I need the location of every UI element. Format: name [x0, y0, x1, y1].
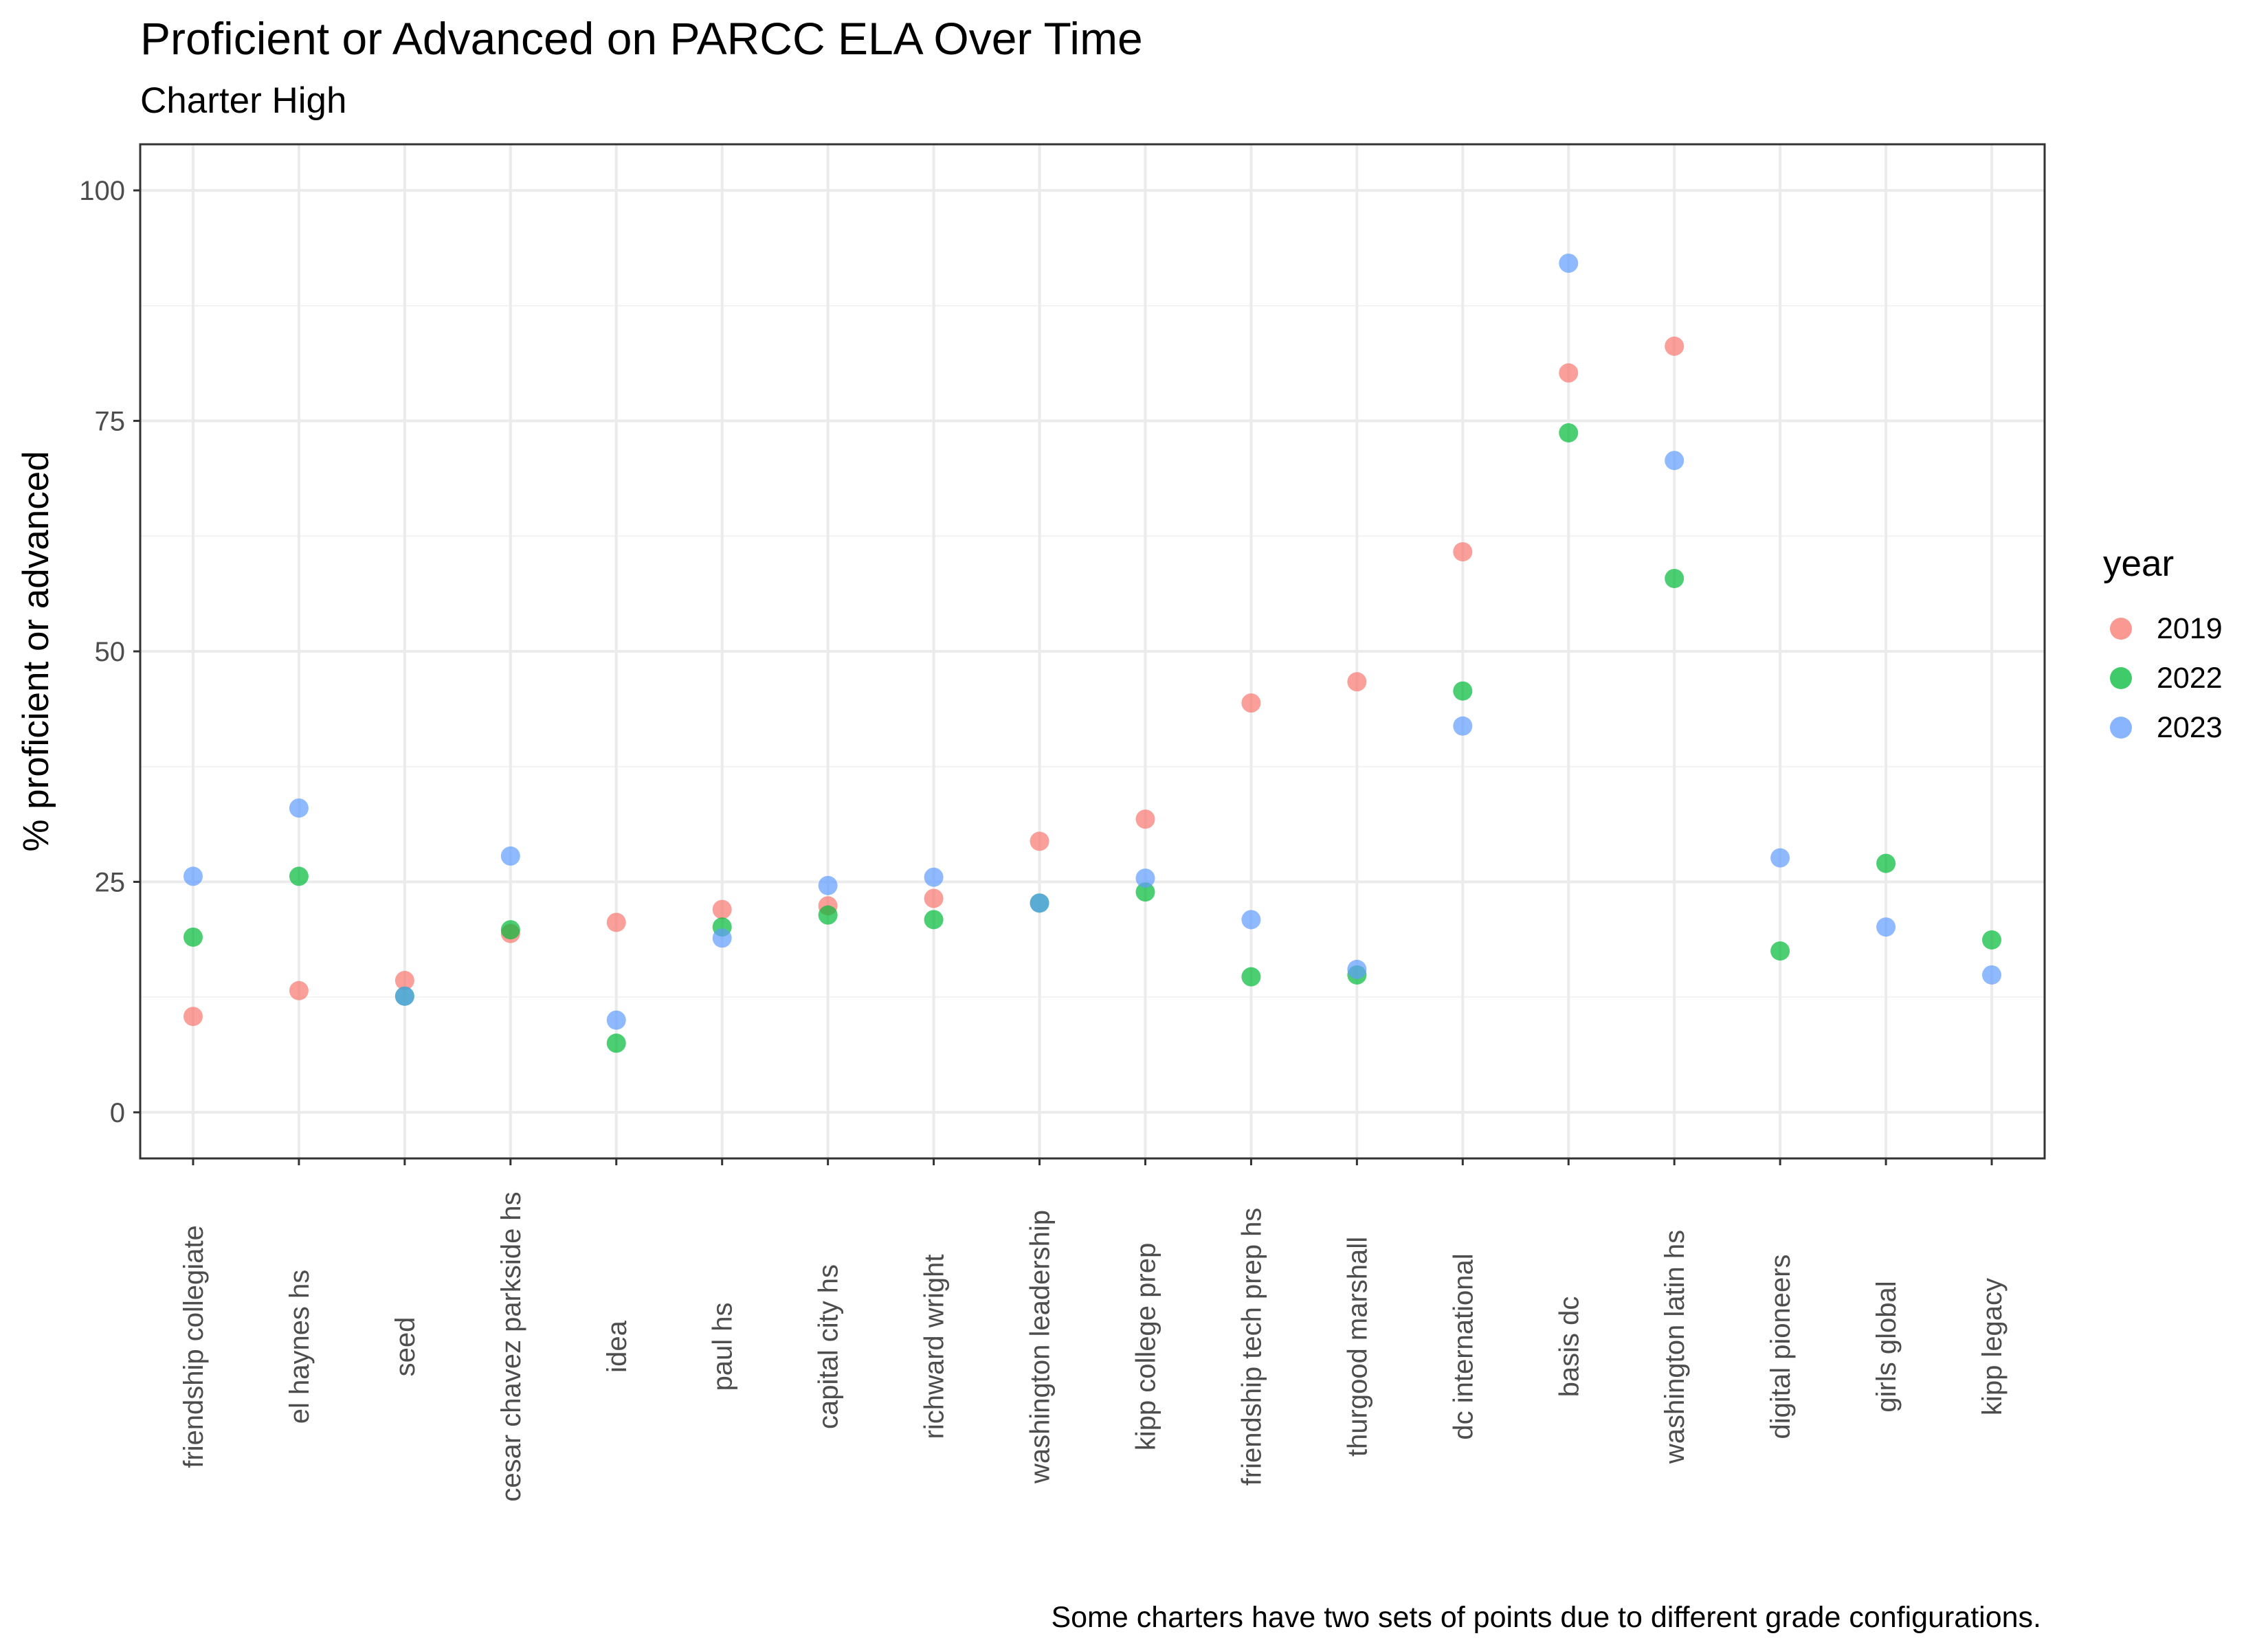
- x-tick-label: el haynes hs: [285, 1270, 315, 1424]
- x-tick-label: kipp college prep: [1131, 1243, 1161, 1450]
- data-point-2022: [1241, 967, 1261, 987]
- data-point-2023: [924, 867, 944, 887]
- legend-label-2019: 2019: [2157, 612, 2223, 645]
- data-point-2019: [924, 888, 944, 908]
- data-point-2022: [500, 920, 520, 940]
- x-tick-label: idea: [602, 1320, 632, 1372]
- legend-dot-2022: [2110, 667, 2132, 689]
- chart-subtitle: Charter High: [140, 80, 347, 121]
- y-tick-label: 0: [110, 1098, 125, 1128]
- data-point-2019: [1241, 693, 1261, 713]
- data-point-2023: [712, 928, 732, 948]
- legend-item-2019: 2019: [2110, 608, 2223, 649]
- x-tick-label: richward wright: [920, 1255, 950, 1439]
- data-point-2019: [1559, 363, 1579, 383]
- data-point-2019: [1030, 831, 1049, 851]
- x-tick-label: thurgood marshall: [1342, 1237, 1372, 1457]
- y-tick-label: 75: [95, 407, 126, 437]
- data-point-2019: [394, 971, 414, 991]
- chart-title: Proficient or Advanced on PARCC ELA Over…: [140, 13, 1143, 64]
- legend-dot-2019: [2110, 618, 2132, 640]
- data-point-2023: [183, 866, 203, 886]
- data-point-2023: [500, 846, 520, 866]
- data-point-2022: [1770, 941, 1790, 961]
- x-tick-label: seed: [390, 1317, 421, 1377]
- x-tick-label: basis dc: [1554, 1297, 1584, 1398]
- y-tick-label: 100: [79, 176, 125, 206]
- data-point-2022: [924, 910, 944, 930]
- data-point-2019: [183, 1007, 203, 1027]
- data-point-2023: [1453, 716, 1473, 736]
- data-point-2023: [1982, 965, 2002, 985]
- legend-label-2022: 2022: [2157, 661, 2223, 695]
- data-point-2022: [1665, 568, 1685, 588]
- data-point-2023: [818, 875, 838, 895]
- data-point-2023: [289, 798, 309, 818]
- data-point-2019: [712, 899, 732, 919]
- chart-caption: Some charters have two sets of points du…: [1051, 1601, 2041, 1634]
- legend-label-2023: 2023: [2157, 710, 2223, 744]
- y-tick-label: 50: [95, 637, 126, 667]
- legend-title: year: [2103, 543, 2175, 584]
- data-point-2022: [1453, 681, 1473, 701]
- data-point-2019: [289, 980, 309, 1000]
- x-tick-label: girls global: [1871, 1281, 1902, 1412]
- x-tick-label: friendship tech prep hs: [1236, 1208, 1267, 1486]
- data-point-2022: [183, 927, 203, 947]
- data-point-2019: [1453, 542, 1473, 562]
- x-tick-label: dc international: [1448, 1253, 1478, 1439]
- data-point-2023: [394, 986, 414, 1006]
- data-point-2023: [1876, 917, 1896, 937]
- data-point-2023: [1770, 848, 1790, 868]
- legend-dot-2023: [2110, 717, 2132, 739]
- x-tick-label: friendship collegiate: [179, 1225, 209, 1468]
- legend-item-2023: 2023: [2110, 707, 2223, 748]
- data-point-2023: [1135, 868, 1155, 888]
- data-point-2022: [1135, 882, 1155, 902]
- x-tick-label: cesar chavez parkside hs: [496, 1191, 526, 1501]
- data-point-2019: [1665, 336, 1685, 356]
- data-point-2023: [1347, 959, 1367, 979]
- data-point-2019: [606, 912, 626, 932]
- data-point-2023: [1559, 254, 1579, 273]
- data-point-2022: [289, 866, 309, 886]
- data-point-2023: [1030, 893, 1049, 913]
- data-point-2022: [606, 1033, 626, 1053]
- data-point-2023: [1241, 910, 1261, 930]
- x-tick-label: washington leadership: [1025, 1210, 1056, 1484]
- x-tick-label: capital city hs: [814, 1264, 844, 1429]
- data-point-2023: [606, 1010, 626, 1030]
- data-point-2022: [818, 905, 838, 925]
- x-tick-label: digital pioneers: [1766, 1254, 1796, 1439]
- data-point-2022: [1876, 853, 1896, 873]
- x-tick-label: washington latin hs: [1660, 1230, 1690, 1464]
- x-tick-label: paul hs: [708, 1303, 738, 1391]
- x-tick-label: kipp legacy: [1977, 1278, 2008, 1415]
- data-point-2022: [1982, 930, 2002, 950]
- data-point-2022: [1559, 423, 1579, 442]
- data-point-2019: [1135, 809, 1155, 829]
- data-point-2023: [1665, 451, 1685, 471]
- data-point-2019: [1347, 672, 1367, 692]
- legend-item-2022: 2022: [2110, 658, 2223, 699]
- y-axis-title: % proficient or advanced: [16, 451, 56, 851]
- y-tick-label: 25: [95, 867, 126, 897]
